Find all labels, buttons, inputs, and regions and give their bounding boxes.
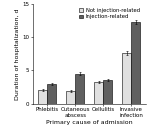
X-axis label: Primary cause of admission: Primary cause of admission bbox=[46, 120, 133, 125]
Bar bbox=[131, 22, 140, 104]
Bar bbox=[75, 74, 84, 104]
Bar bbox=[122, 53, 131, 104]
Bar bbox=[47, 84, 56, 104]
Bar bbox=[66, 91, 75, 104]
Bar bbox=[38, 90, 47, 104]
Legend: Not injection-related, Injection-related: Not injection-related, Injection-related bbox=[79, 8, 140, 20]
Y-axis label: Duration of hospitalization, d: Duration of hospitalization, d bbox=[15, 8, 20, 100]
Bar bbox=[94, 82, 103, 104]
Bar bbox=[103, 80, 112, 104]
